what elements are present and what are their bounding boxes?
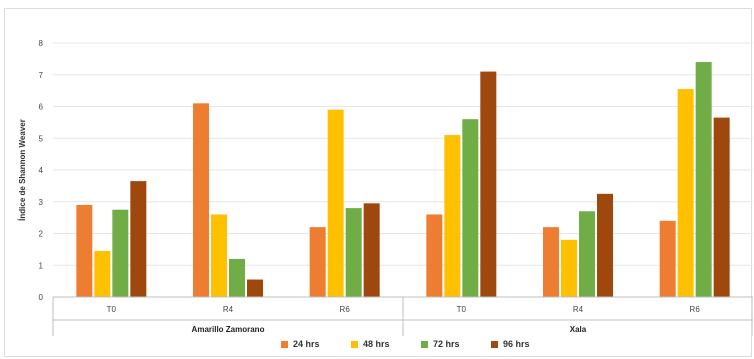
bar-72-hrs-3 (462, 119, 479, 297)
y-tick-label-4: 4 (39, 166, 44, 175)
y-tick-label-6: 6 (39, 103, 44, 112)
y-tick-label-1: 1 (39, 261, 44, 270)
bar-72-hrs-1 (229, 258, 245, 297)
group-labels: Amarillo Zamorano Xala (192, 325, 587, 334)
bar-48-hrs-3 (444, 135, 461, 297)
bar-96-hrs-1 (247, 279, 263, 297)
bars (76, 62, 730, 297)
bar-48-hrs-5 (677, 89, 694, 297)
bar-24-hrs-3 (426, 214, 443, 297)
legend-label-2: 72 hrs (433, 339, 460, 349)
bar-chart: 0 1 2 3 4 5 6 7 8 Índice de Shannon Weaver T0 R4 R… (18, 39, 753, 349)
bar-24-hrs-4 (543, 227, 559, 297)
category-label-2: R6 (340, 305, 351, 314)
x-axis (52, 296, 753, 336)
group-label-0: Amarillo Zamorano (192, 325, 265, 334)
chart-area: 0 1 2 3 4 5 6 7 8 Índice de Shannon Weaver T0 R4 R… (4, 8, 753, 357)
group-label-1: Xala (570, 325, 587, 334)
y-tick-label-2: 2 (39, 230, 44, 239)
bar-48-hrs-1 (211, 214, 227, 297)
bar-96-hrs-0 (130, 181, 147, 297)
legend: 24 hrs 48 hrs 72 hrs 96 hrs (281, 339, 530, 349)
legend-label-1: 48 hrs (363, 339, 390, 349)
category-label-4: R4 (573, 305, 584, 314)
bar-96-hrs-3 (480, 71, 497, 297)
bar-72-hrs-4 (579, 211, 595, 297)
bar-72-hrs-0 (112, 209, 129, 297)
bar-72-hrs-5 (695, 62, 712, 297)
category-label-3: T0 (457, 305, 467, 314)
bar-24-hrs-2 (309, 227, 326, 297)
legend-label-3: 96 hrs (503, 339, 530, 349)
bar-24-hrs-5 (659, 220, 676, 297)
legend-swatch-3 (491, 341, 498, 348)
legend-swatch-1 (351, 341, 358, 348)
bar-48-hrs-4 (561, 239, 577, 297)
bar-96-hrs-5 (713, 117, 730, 297)
category-label-0: T0 (107, 305, 117, 314)
y-tick-label-8: 8 (39, 39, 44, 48)
legend-swatch-0 (281, 341, 288, 348)
y-tick-label-7: 7 (39, 71, 44, 80)
y-axis-title: Índice de Shannon Weaver (18, 119, 27, 221)
bar-96-hrs-2 (363, 203, 380, 297)
y-axis-ticks: 0 1 2 3 4 5 6 7 8 (39, 39, 44, 302)
bar-24-hrs-0 (76, 204, 93, 297)
gridlines (53, 42, 753, 298)
category-labels: T0 R4 R6 T0 R4 R6 (107, 305, 701, 314)
y-tick-label-5: 5 (39, 134, 44, 143)
y-tick-label-3: 3 (39, 198, 44, 207)
legend-swatch-2 (421, 341, 428, 348)
bar-48-hrs-0 (94, 250, 111, 297)
category-label-5: R6 (690, 305, 701, 314)
category-label-1: R4 (223, 305, 234, 314)
bar-24-hrs-1 (193, 103, 209, 297)
y-tick-label-0: 0 (39, 293, 44, 302)
bar-48-hrs-2 (327, 109, 344, 297)
legend-label-0: 24 hrs (293, 339, 320, 349)
bar-72-hrs-2 (345, 208, 362, 297)
bar-96-hrs-4 (597, 193, 613, 297)
